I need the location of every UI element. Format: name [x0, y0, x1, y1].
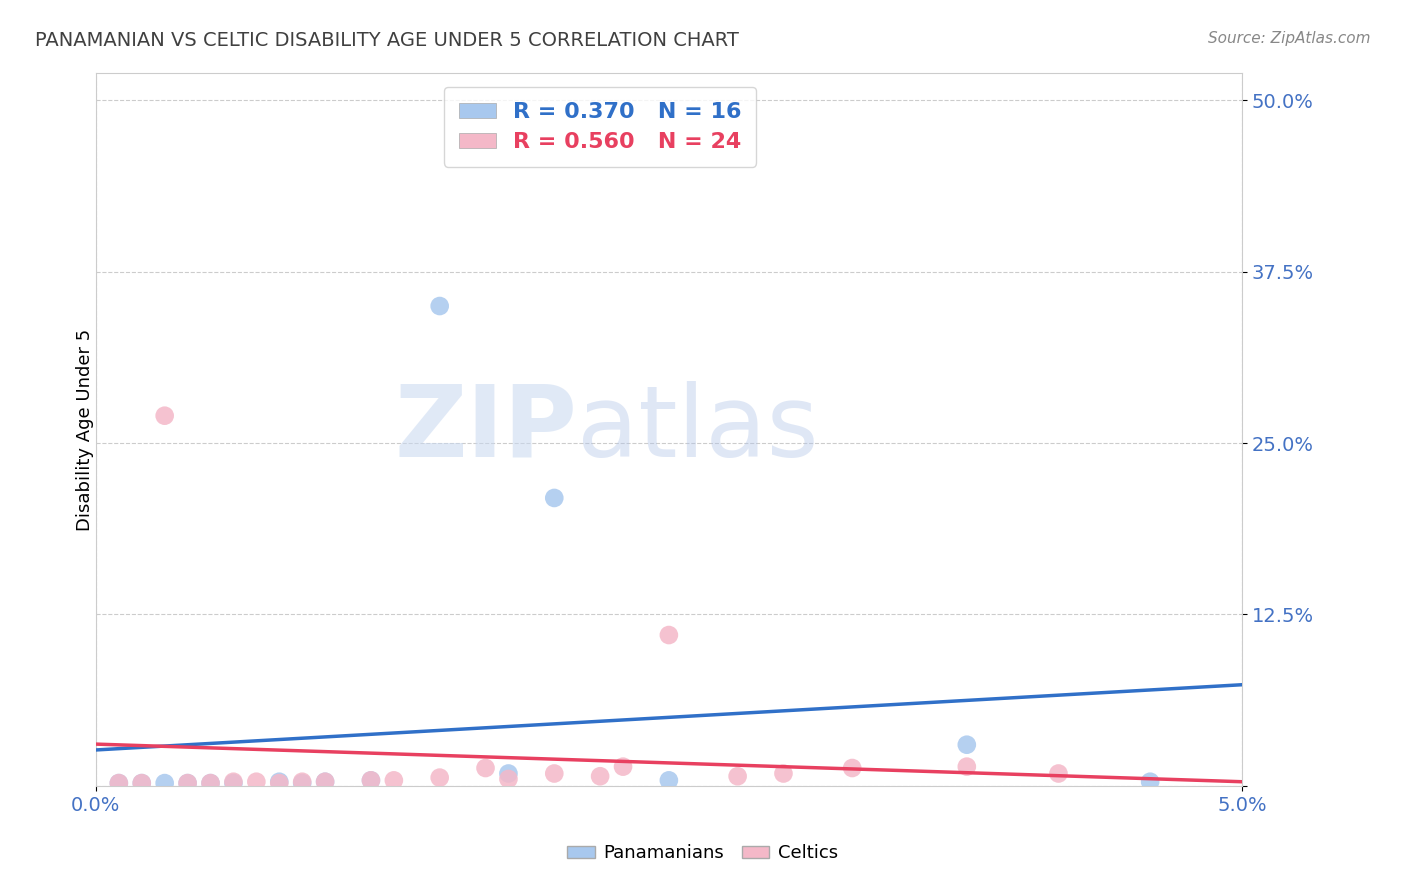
- Point: [474, 761, 496, 775]
- Point: [314, 774, 336, 789]
- Point: [360, 773, 382, 788]
- Text: Source: ZipAtlas.com: Source: ZipAtlas.com: [1208, 31, 1371, 46]
- Point: [841, 761, 863, 775]
- Point: [360, 773, 382, 788]
- Legend: R = 0.370   N = 16, R = 0.560   N = 24: R = 0.370 N = 16, R = 0.560 N = 24: [444, 87, 756, 167]
- Point: [222, 776, 245, 790]
- Text: ZIP: ZIP: [394, 381, 578, 478]
- Point: [269, 776, 291, 790]
- Point: [956, 759, 979, 773]
- Text: PANAMANIAN VS CELTIC DISABILITY AGE UNDER 5 CORRELATION CHART: PANAMANIAN VS CELTIC DISABILITY AGE UNDE…: [35, 31, 740, 50]
- Point: [291, 776, 314, 790]
- Y-axis label: Disability Age Under 5: Disability Age Under 5: [76, 328, 94, 531]
- Point: [589, 769, 612, 783]
- Point: [382, 773, 405, 788]
- Point: [131, 776, 153, 790]
- Point: [153, 409, 176, 423]
- Point: [200, 776, 222, 790]
- Point: [1139, 774, 1161, 789]
- Point: [498, 766, 520, 780]
- Point: [429, 299, 451, 313]
- Point: [1047, 766, 1070, 780]
- Point: [543, 766, 565, 780]
- Point: [108, 776, 131, 790]
- Point: [153, 776, 176, 790]
- Point: [612, 759, 634, 773]
- Point: [108, 776, 131, 790]
- Point: [772, 766, 794, 780]
- Legend: Panamanians, Celtics: Panamanians, Celtics: [560, 838, 846, 870]
- Point: [658, 628, 681, 642]
- Point: [176, 776, 198, 790]
- Point: [269, 774, 291, 789]
- Point: [245, 774, 267, 789]
- Point: [956, 738, 979, 752]
- Point: [543, 491, 565, 505]
- Point: [222, 774, 245, 789]
- Point: [498, 772, 520, 786]
- Point: [658, 773, 681, 788]
- Point: [429, 771, 451, 785]
- Point: [727, 769, 749, 783]
- Point: [314, 774, 336, 789]
- Point: [176, 776, 198, 790]
- Text: atlas: atlas: [578, 381, 818, 478]
- Point: [200, 776, 222, 790]
- Point: [131, 776, 153, 790]
- Point: [291, 774, 314, 789]
